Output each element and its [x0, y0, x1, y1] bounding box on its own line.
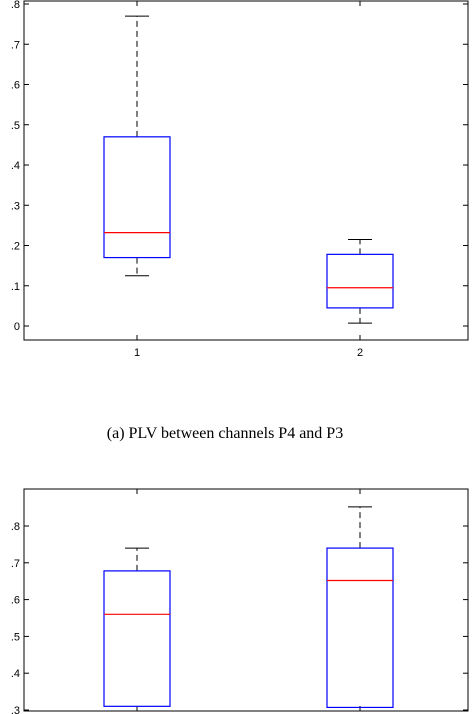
chart-b: .8 .7 .6 .5 .4 .3	[11, 488, 469, 714]
chart-b-ytick-label: .6	[11, 595, 20, 607]
chart-a-ytick-label: .7	[11, 39, 20, 51]
chart-a-ytick-label: .8	[11, 0, 20, 11]
chart-a-ytick-label: 0	[14, 321, 20, 333]
chart-b-box-1	[103, 547, 171, 707]
chart-b-ytick-label: .8	[11, 521, 20, 533]
chart-a-plot-frame	[23, 0, 469, 341]
chart-b-box-2	[326, 506, 394, 709]
chart-a-xtick-label: 2	[357, 347, 363, 359]
chart-a-ytick-label: .1	[11, 281, 20, 293]
chart-b-plot-frame	[23, 488, 469, 712]
chart-b-ytick-label: .5	[11, 631, 20, 643]
chart-a-ytick-label: .3	[11, 200, 20, 212]
iqr-box	[326, 253, 394, 309]
chart-a: .8 .7 .6 .5 .4 .3 .2 .1 0 1 2	[11, 0, 469, 359]
chart-a-ytick-label: .6	[11, 80, 20, 92]
iqr-box	[103, 570, 171, 707]
iqr-box	[103, 136, 171, 259]
chart-b-ytick-label: .7	[11, 558, 20, 570]
chart-a-xtick-label: 1	[134, 347, 140, 359]
chart-a-box-1	[103, 15, 171, 277]
iqr-box	[326, 547, 394, 709]
chart-a-ytick-label: .4	[11, 160, 20, 172]
chart-a-caption: (a) PLV between channels P4 and P3	[107, 425, 343, 442]
chart-b-ytick-label: .3	[11, 705, 20, 714]
chart-b-ytick-label: .4	[11, 668, 20, 680]
chart-a-ytick-label: .2	[11, 241, 20, 253]
chart-a-ytick-label: .5	[11, 120, 20, 132]
chart-a-box-2	[326, 238, 394, 324]
